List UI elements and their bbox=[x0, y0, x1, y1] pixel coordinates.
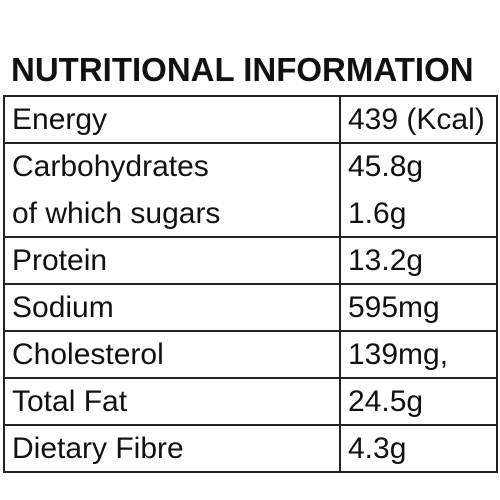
nutrient-label: Dietary Fibre bbox=[3, 424, 341, 473]
table-row-dietary-fibre: Dietary Fibre 4.3g bbox=[3, 424, 498, 473]
nutrient-value: 4.3g bbox=[339, 424, 498, 473]
table-title: NUTRITIONAL INFORMATION bbox=[11, 51, 474, 88]
table-row-sodium: Sodium 595mg bbox=[3, 283, 498, 332]
nutrient-sub-label: of which sugars bbox=[12, 197, 221, 230]
nutrient-value: 45.8g bbox=[348, 150, 424, 183]
table-row-energy: Energy 439 (Kcal) bbox=[3, 95, 498, 144]
nutrient-label: Sodium bbox=[3, 283, 341, 332]
nutrient-value: 139mg, bbox=[339, 330, 498, 379]
nutrient-sub-value: 1.6g bbox=[348, 197, 407, 230]
table-row-total-fat: Total Fat 24.5g bbox=[3, 377, 498, 426]
nutrient-label: Protein bbox=[3, 236, 341, 285]
table-row-cholesterol: Cholesterol 139mg, bbox=[3, 330, 498, 379]
table-row-protein: Protein 13.2g bbox=[3, 236, 498, 285]
nutrient-value: 439 (Kcal) bbox=[339, 95, 498, 144]
nutrient-value: 24.5g bbox=[339, 377, 498, 426]
nutrient-label: Total Fat bbox=[3, 377, 341, 426]
nutrient-value-cell: 45.8g 1.6g bbox=[339, 142, 498, 238]
nutrient-value: 595mg bbox=[339, 283, 498, 332]
nutrient-label: Carbohydrates bbox=[12, 150, 209, 183]
nutrient-label: Cholesterol bbox=[3, 330, 341, 379]
nutrient-value: 13.2g bbox=[339, 236, 498, 285]
nutrient-label: Energy bbox=[3, 95, 341, 144]
table-row-carbohydrates: Carbohydrates of which sugars 45.8g 1.6g bbox=[3, 142, 498, 238]
nutrition-table: Energy 439 (Kcal) Carbohydrates of which… bbox=[3, 95, 498, 473]
nutrient-label-cell: Carbohydrates of which sugars bbox=[3, 142, 341, 238]
